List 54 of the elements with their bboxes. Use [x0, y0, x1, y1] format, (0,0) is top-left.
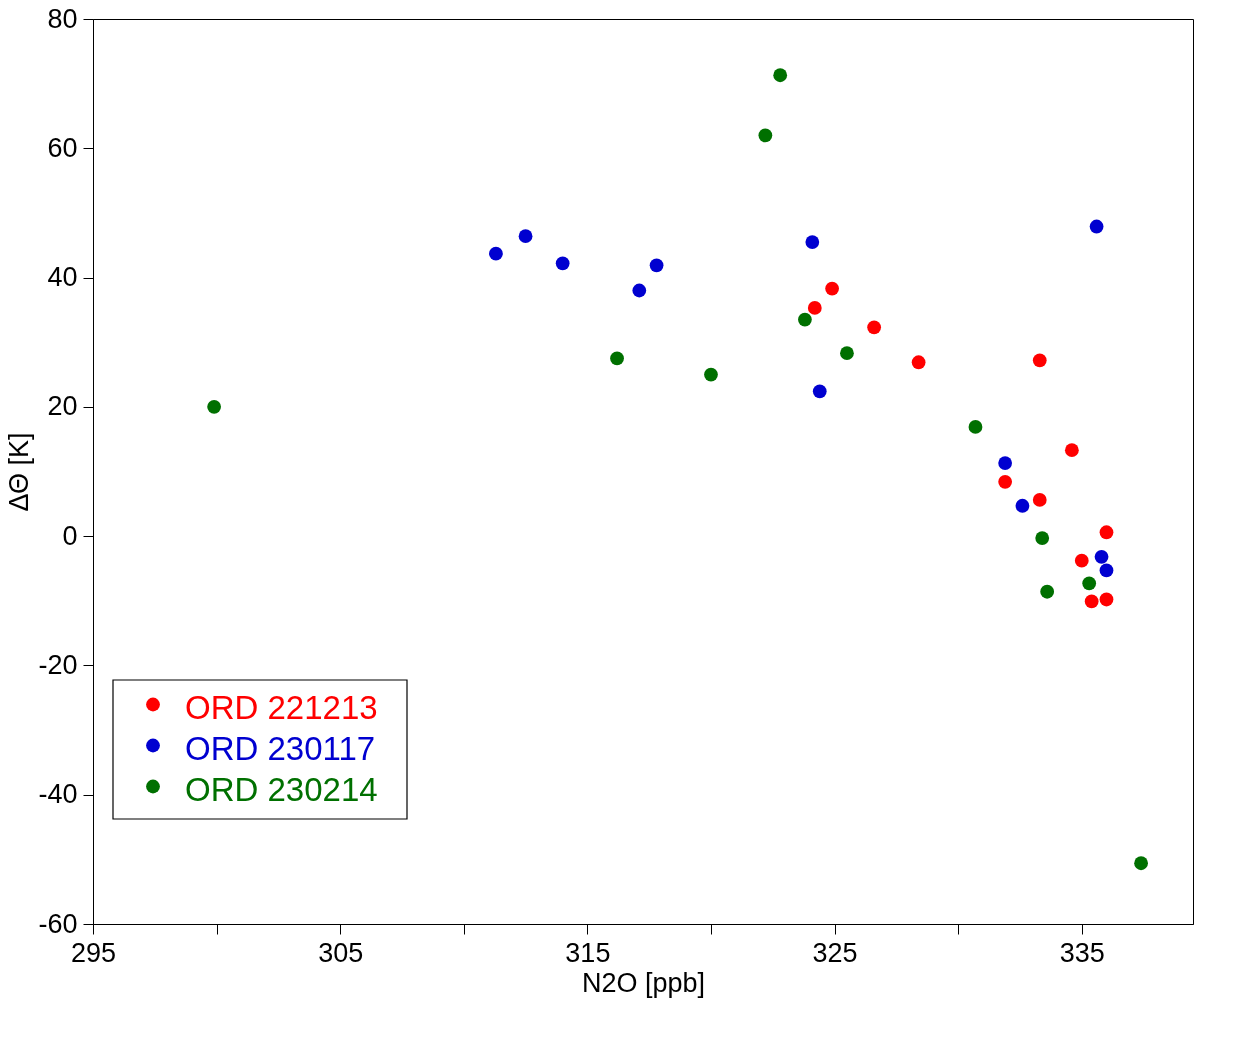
- x-tick-label: 295: [70, 937, 117, 968]
- y-tick-label: 20: [47, 391, 78, 422]
- point: [1094, 549, 1109, 564]
- point: [812, 384, 827, 399]
- point: [867, 320, 882, 335]
- legend-label: ORD 230117: [185, 729, 376, 767]
- legend-label: ORD 221213: [185, 688, 378, 726]
- point: [825, 281, 839, 296]
- point: [807, 301, 822, 315]
- x-tick-label: 325: [812, 937, 858, 968]
- legend-label: ORD 230214: [185, 770, 378, 808]
- point: [1099, 563, 1114, 578]
- point: [518, 229, 533, 244]
- point: [1064, 443, 1079, 458]
- y-tick-label: 0: [62, 520, 78, 551]
- point: [798, 312, 812, 327]
- point: [649, 258, 664, 273]
- point: [773, 68, 788, 83]
- point: [1032, 353, 1047, 368]
- point: [968, 420, 983, 434]
- point: [1040, 584, 1055, 599]
- point: [840, 346, 854, 361]
- y-tick-label: -60: [38, 908, 78, 939]
- point: [758, 128, 773, 143]
- point: [1134, 856, 1148, 871]
- point: [998, 474, 1013, 489]
- point: [1099, 592, 1114, 607]
- point: [1015, 498, 1030, 513]
- x-tick-label: 305: [318, 937, 364, 968]
- x-axis-title: N2O [ppb]: [581, 967, 706, 998]
- y-axis-title: ΔΘ [K]: [4, 432, 35, 512]
- point: [805, 235, 820, 249]
- point: [1032, 493, 1047, 507]
- y-tick-label: -20: [38, 649, 78, 680]
- point: [207, 399, 222, 414]
- point: [632, 283, 647, 298]
- y-tick-label: 60: [47, 132, 78, 163]
- point: [555, 256, 570, 271]
- x-tick-label: 335: [1059, 937, 1105, 968]
- point: [489, 246, 503, 261]
- y-tick-label: 80: [47, 3, 78, 34]
- y-tick-label: -40: [38, 779, 78, 810]
- point: [610, 351, 624, 366]
- point: [1082, 576, 1097, 591]
- point: [704, 367, 718, 382]
- point: [1099, 525, 1114, 540]
- y-tick-label: 40: [47, 262, 78, 293]
- point: [1089, 219, 1104, 234]
- x-tick-label: 315: [565, 937, 611, 968]
- point: [1084, 594, 1099, 609]
- point: [1074, 553, 1089, 568]
- point: [1035, 531, 1050, 545]
- point: [911, 355, 926, 370]
- point: [998, 456, 1013, 470]
